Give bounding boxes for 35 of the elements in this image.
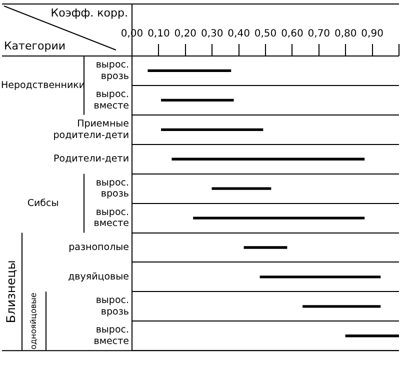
bar [345, 334, 399, 338]
y-tick-label: вырос. врозь [96, 295, 130, 318]
x-tick-label: 0,80 [334, 28, 357, 40]
bar [161, 98, 234, 102]
y-tick-label: двуяйцовые [68, 271, 130, 282]
x-tick-label: 0,90 [361, 28, 384, 40]
y-tick-label: вырос. вместе [94, 324, 130, 348]
y-tick-label: разнополые [68, 242, 130, 253]
y-tick-label: вырос. врозь [96, 177, 130, 200]
y-tick-label: вырос. вместе [94, 88, 130, 112]
bar [172, 158, 365, 160]
bar [260, 276, 381, 278]
bar [212, 187, 272, 190]
x-tick-label: 0,40 [228, 28, 250, 40]
bar [148, 69, 232, 72]
bar [193, 216, 365, 220]
x-tick-label: 0,50 [254, 28, 277, 40]
x-tick-label: 0,30 [200, 28, 224, 40]
x-tick-label: 0,70 [308, 28, 330, 40]
text: Неродственники [0, 80, 86, 91]
bar [244, 246, 288, 249]
x-tick-label: 0,60 [281, 28, 304, 40]
x-axis-title: Коэфф. корр. [50, 6, 128, 20]
bar [302, 305, 381, 308]
x-tick-label: 0,20 [174, 28, 197, 40]
bar [161, 128, 264, 131]
y-tick-label: Приемные родители-дети [53, 118, 130, 141]
x-tick-label: 0,10 [148, 28, 170, 40]
text: Близнецы [4, 260, 18, 324]
y-tick-label: Родители-дети [54, 154, 129, 165]
text: Сибсы [27, 198, 59, 209]
y-axis-title: Категории [4, 39, 66, 52]
y-tick-label: вырос. вместе [94, 206, 130, 230]
text: однояйцовые [29, 292, 38, 350]
y-tick-label: вырос. врозь [96, 60, 130, 82]
